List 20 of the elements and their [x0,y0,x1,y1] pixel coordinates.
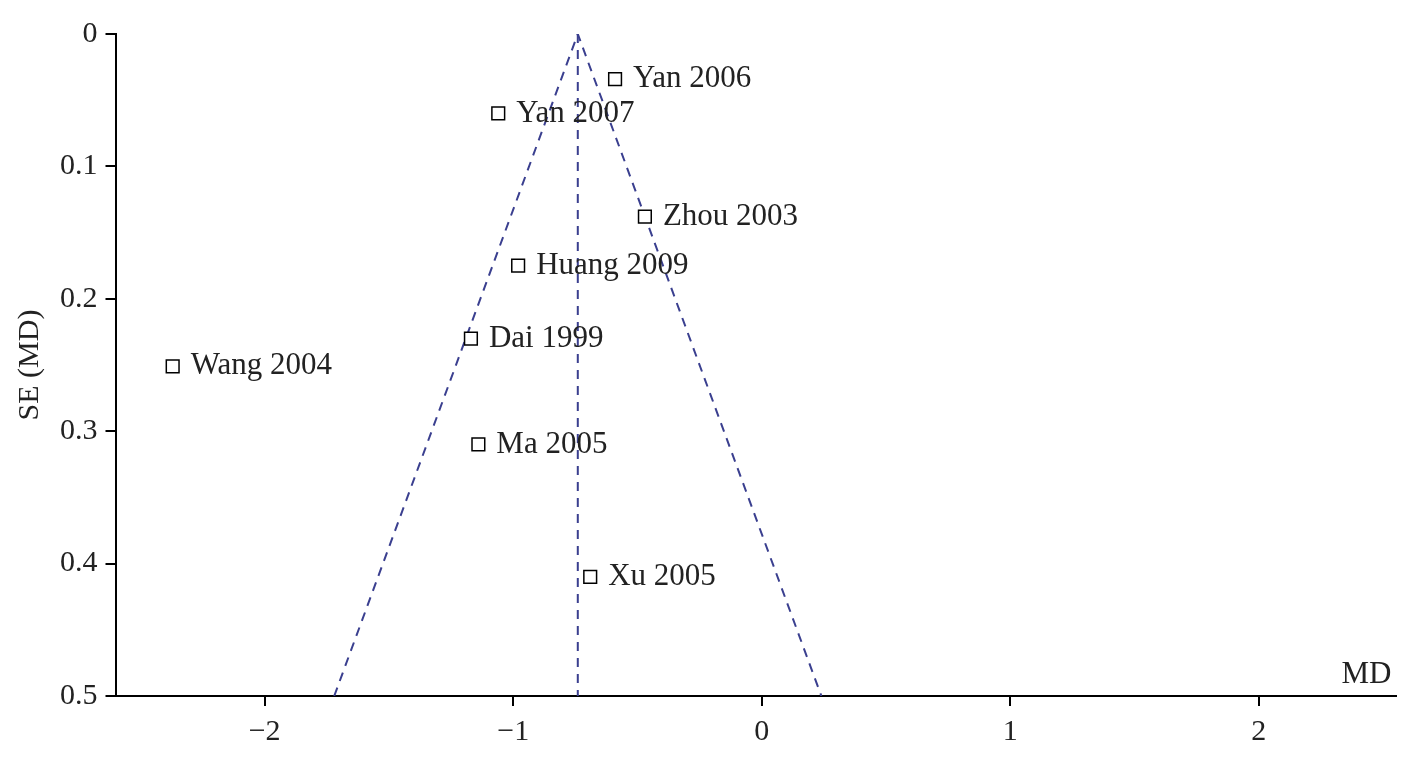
annotation: Zhou 2003 [662,196,799,232]
y-tick-label: 0.4 [60,544,98,578]
y-tick-label: 0.5 [60,676,98,710]
x-tick-label: −2 [248,712,281,746]
y-axis-title: SE (MD) [10,309,45,421]
x-tick-label: 0 [754,712,770,746]
y-tick-label: 0.1 [60,147,98,181]
y-tick-label: 0.3 [60,412,98,446]
annotation: Dai 1999 [488,318,604,354]
annotation: Ma 2005 [496,424,608,460]
annotation: Yan 2006 [633,59,752,95]
x-tick-label: 1 [1002,712,1018,746]
x-tick-label: −1 [497,712,530,746]
x-axis-title: MD [1341,654,1392,690]
annotation: Wang 2004 [190,346,333,382]
annotation: Xu 2005 [608,556,716,592]
annotation: Huang 2009 [536,245,689,281]
y-tick-label: 0 [82,14,98,48]
y-tick-label: 0.2 [60,279,98,313]
x-tick-label: 2 [1251,712,1267,746]
